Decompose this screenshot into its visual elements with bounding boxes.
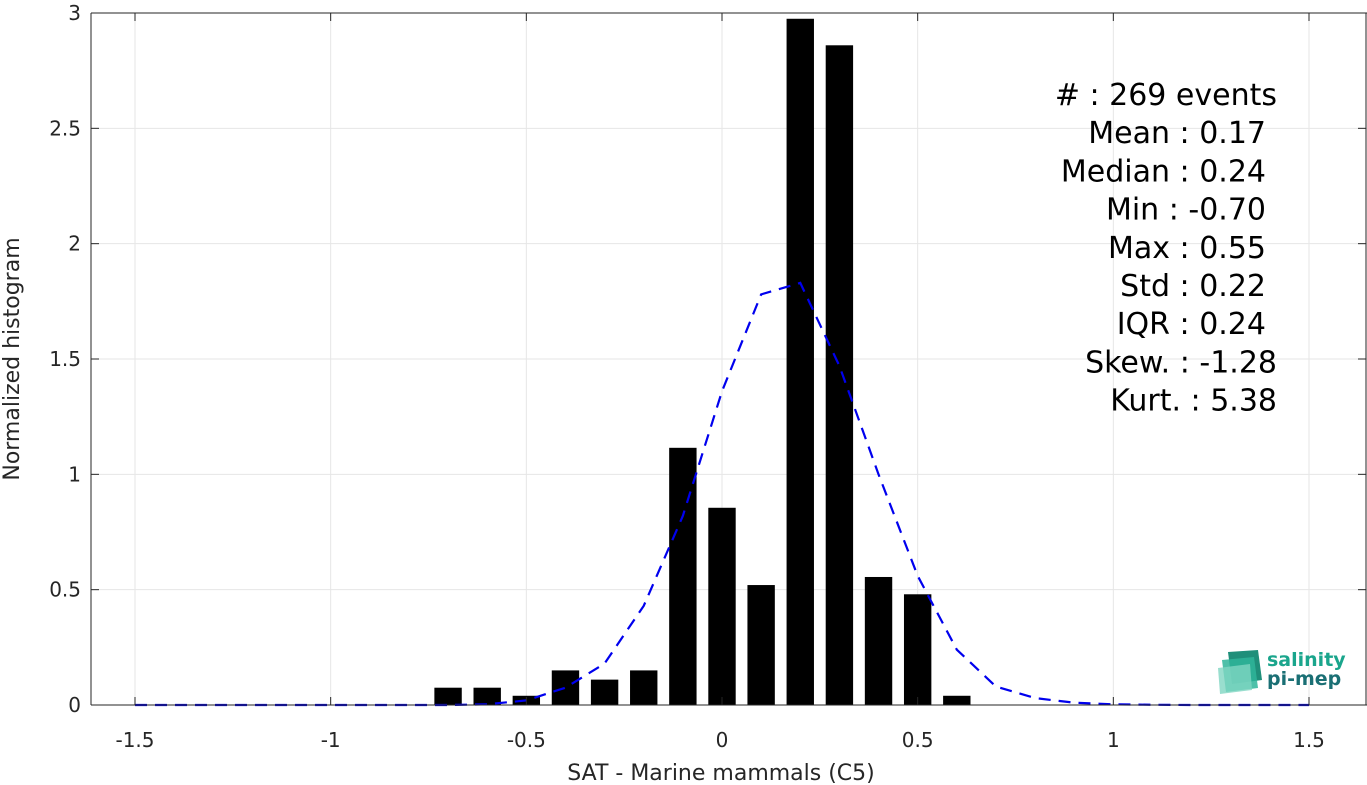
stat-line: Median : 0.24 (1061, 154, 1266, 189)
x-axis-label: SAT - Marine mammals (C5) (567, 761, 875, 785)
y-tick-label: 2 (68, 232, 81, 256)
bars (434, 18, 971, 706)
histogram-bar (825, 45, 854, 705)
stat-line: Kurt. : 5.38 (1110, 384, 1277, 419)
x-tick-label: -1.5 (115, 728, 154, 752)
stat-line: Std : 0.22 (1120, 269, 1266, 304)
y-tick-label: 0 (68, 693, 81, 717)
logo-text-salinity: salinity (1267, 649, 1346, 671)
stat-line: Min : -0.70 (1106, 193, 1266, 228)
x-tick-label: 0.5 (902, 728, 934, 752)
y-tick-label: 1.5 (49, 347, 81, 371)
x-tick-label: 1.5 (1293, 728, 1325, 752)
salinity-pimep-logo: salinity pi-mep (1218, 649, 1346, 694)
histogram-bar (630, 670, 658, 705)
x-tick-label: 1 (1107, 728, 1120, 752)
histogram-bar (747, 585, 775, 705)
stat-line: Mean : 0.17 (1088, 116, 1266, 151)
x-tick-label: -0.5 (507, 728, 546, 752)
stat-line: # : 269 events (1055, 78, 1277, 113)
x-tick-label: 0 (716, 728, 729, 752)
logo-mark-icon (1218, 650, 1262, 694)
histogram-bar (786, 18, 814, 706)
histogram-bar (864, 576, 893, 705)
y-tick-label: 0.5 (49, 578, 81, 602)
histogram-bar (473, 687, 501, 705)
histogram-bar (551, 670, 580, 705)
x-tick-labels: -1.5 -1 -0.5 0 0.5 1 1.5 (115, 728, 1324, 752)
y-axis-label: Normalized histogram (0, 237, 25, 480)
y-tick-label: 1 (68, 462, 81, 486)
histogram-bar (434, 687, 462, 705)
y-tick-label: 2.5 (49, 116, 81, 140)
histogram-bar (943, 695, 971, 705)
y-tick-label: 3 (68, 1, 81, 25)
stat-line: Skew. : -1.28 (1085, 345, 1277, 380)
histogram-bar (590, 679, 619, 705)
stat-line: Max : 0.55 (1108, 231, 1266, 266)
stat-line: IQR : 0.24 (1117, 307, 1266, 342)
y-tick-labels: 0 0.5 1 1.5 2 2.5 3 (49, 1, 81, 717)
x-tick-label: -1 (321, 728, 341, 752)
logo-text-pimep: pi-mep (1267, 668, 1341, 690)
histogram-bar (669, 447, 697, 705)
histogram-bar (903, 594, 932, 705)
axes (90, 12, 1367, 706)
histogram-bar (708, 507, 736, 705)
